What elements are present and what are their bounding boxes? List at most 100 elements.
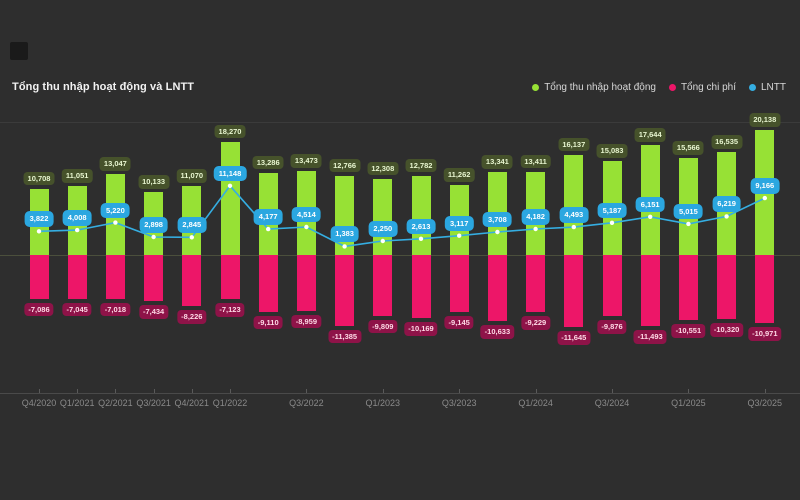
top-gridline xyxy=(0,122,800,123)
x-axis-tick xyxy=(382,389,384,393)
bar-expense[interactable] xyxy=(564,255,584,328)
value-label-lntt: 3,822 xyxy=(24,211,54,227)
legend: Tổng thu nhập hoạt động Tổng chi phí LNTT xyxy=(532,82,786,93)
x-axis-line xyxy=(0,393,800,394)
value-label-expense: -10,551 xyxy=(671,324,706,338)
value-label-lntt: 3,708 xyxy=(483,211,512,228)
value-label-lntt: 4,182 xyxy=(521,209,550,225)
value-label-lntt: 2,250 xyxy=(368,221,398,237)
bar-expense[interactable] xyxy=(640,255,660,327)
x-axis-label: Q1/2023 xyxy=(365,398,401,408)
x-axis-label: Q3/2024 xyxy=(594,398,630,408)
value-label-lntt: 2,613 xyxy=(406,218,436,235)
value-label-income: 12,766 xyxy=(329,158,361,173)
value-label-expense: -9,229 xyxy=(520,316,551,330)
value-label-expense: -11,385 xyxy=(328,329,362,344)
value-label-expense: -9,809 xyxy=(368,319,398,334)
bar-expense[interactable] xyxy=(182,255,202,307)
value-label-income: 17,644 xyxy=(634,128,666,142)
bar-expense[interactable] xyxy=(220,255,240,300)
value-label-income: 11,070 xyxy=(176,169,208,183)
legend-item-0[interactable]: Tổng thu nhập hoạt động xyxy=(532,82,656,93)
bar-income[interactable] xyxy=(564,154,584,255)
x-axis-label: Q4/2020 xyxy=(21,398,57,408)
value-label-expense: -7,045 xyxy=(62,302,92,317)
bar-expense[interactable] xyxy=(29,255,49,299)
bar-expense[interactable] xyxy=(105,255,125,299)
x-axis-tick xyxy=(306,389,308,393)
bar-expense[interactable] xyxy=(449,255,469,312)
x-axis-tick xyxy=(612,389,613,393)
x-axis-tick xyxy=(230,389,231,393)
bar-income[interactable] xyxy=(220,141,240,255)
bar-expense[interactable] xyxy=(258,255,278,312)
value-label-expense: -8,959 xyxy=(291,314,322,329)
x-axis-label: Q3/2025 xyxy=(747,398,783,408)
x-axis-tick xyxy=(459,389,461,393)
value-label-income: 12,308 xyxy=(367,161,399,176)
x-axis-tick xyxy=(39,389,40,393)
bar-income[interactable] xyxy=(411,175,431,255)
value-label-lntt: 2,845 xyxy=(177,217,207,233)
x-axis-tick xyxy=(535,389,537,393)
logo-block xyxy=(10,42,28,60)
legend-item-1[interactable]: Tổng chi phí xyxy=(668,82,736,93)
value-label-income: 15,083 xyxy=(596,144,628,158)
value-label-expense: -7,018 xyxy=(100,302,131,317)
value-label-expense: -9,110 xyxy=(253,315,283,330)
bar-income[interactable] xyxy=(335,175,355,255)
value-label-income: 16,535 xyxy=(711,135,743,149)
value-label-expense: -10,971 xyxy=(748,327,782,341)
value-label-lntt: 2,898 xyxy=(139,217,168,233)
legend-dot-icon xyxy=(749,84,756,91)
bar-expense[interactable] xyxy=(678,255,698,321)
legend-label: LNTT xyxy=(761,82,786,93)
value-label-expense: -9,145 xyxy=(444,315,474,330)
bar-expense[interactable] xyxy=(296,255,316,311)
x-axis-label: Q3/2022 xyxy=(289,398,324,408)
bar-expense[interactable] xyxy=(487,255,507,321)
value-label-expense: -10,169 xyxy=(404,322,438,336)
value-label-income: 20,138 xyxy=(749,113,781,127)
bar-expense[interactable] xyxy=(717,255,737,320)
x-axis-tick xyxy=(77,389,79,393)
chart-title: Tổng thu nhập hoạt động và LNTT xyxy=(12,81,195,93)
value-label-income: 13,047 xyxy=(99,157,131,171)
value-label-expense: -9,876 xyxy=(597,320,627,334)
x-axis-tick xyxy=(115,389,117,393)
x-axis-label: Q1/2025 xyxy=(671,398,706,408)
bar-expense[interactable] xyxy=(602,255,622,317)
bar-expense[interactable] xyxy=(144,255,164,302)
zero-baseline xyxy=(0,255,800,256)
value-label-expense: -11,493 xyxy=(633,330,667,344)
value-label-lntt: 4,514 xyxy=(292,206,321,223)
value-label-lntt: 9,166 xyxy=(750,178,780,194)
value-label-income: 13,286 xyxy=(252,155,284,170)
x-axis-label: Q1/2021 xyxy=(59,398,95,408)
bar-expense[interactable] xyxy=(67,255,87,299)
value-label-income: 18,270 xyxy=(214,124,246,139)
bar-expense[interactable] xyxy=(411,255,431,319)
legend-label: Tổng thu nhập hoạt động xyxy=(544,82,656,93)
value-label-income: 10,133 xyxy=(138,175,170,189)
x-axis-tick xyxy=(688,389,690,393)
x-axis-tick xyxy=(191,389,193,393)
bar-income[interactable] xyxy=(373,178,393,255)
value-label-expense: -8,226 xyxy=(177,310,207,324)
value-label-lntt: 5,015 xyxy=(674,203,703,220)
legend-item-2[interactable]: LNTT xyxy=(749,82,786,93)
legend-dot-icon xyxy=(532,84,540,91)
value-label-income: 15,566 xyxy=(672,141,704,155)
bar-expense[interactable] xyxy=(335,255,355,326)
value-label-expense: -7,123 xyxy=(215,303,245,317)
value-label-expense: -10,320 xyxy=(709,323,744,337)
value-label-lntt: 5,187 xyxy=(597,202,627,219)
bar-expense[interactable] xyxy=(755,255,775,324)
x-axis-label: Q3/2023 xyxy=(441,398,477,408)
x-axis-tick xyxy=(764,389,766,393)
value-label-lntt: 6,219 xyxy=(712,196,741,212)
bar-expense[interactable] xyxy=(373,255,393,316)
value-label-expense: -10,633 xyxy=(480,325,515,339)
bar-expense[interactable] xyxy=(526,255,546,313)
